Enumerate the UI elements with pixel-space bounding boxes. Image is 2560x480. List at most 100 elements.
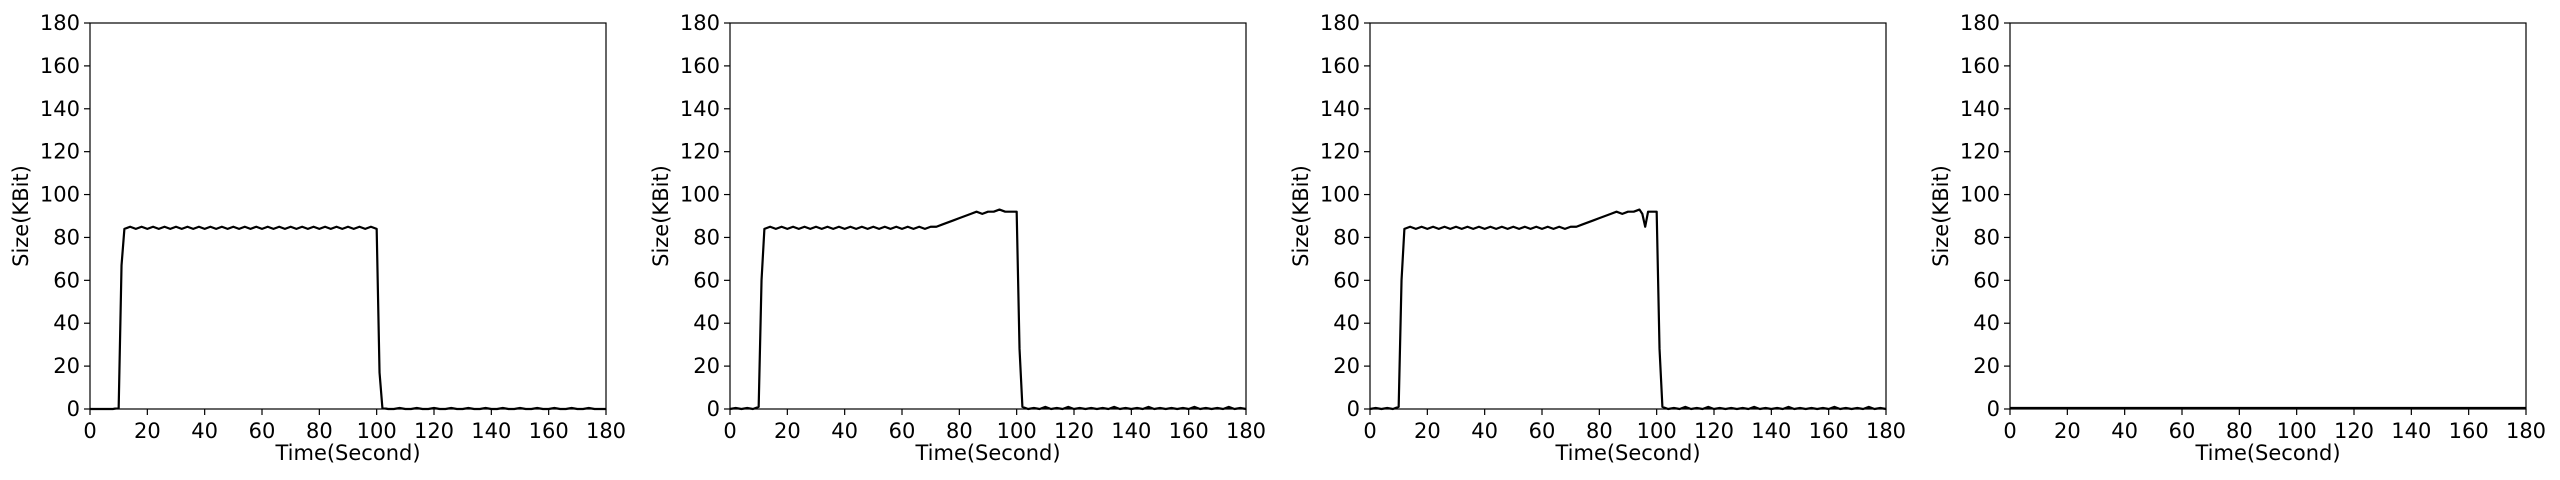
- y-tick-label: 0: [1347, 397, 1360, 421]
- x-tick-label: 100: [357, 419, 397, 443]
- y-axis-label: Size(KBit): [9, 165, 33, 267]
- x-tick-label: 140: [1111, 419, 1151, 443]
- y-tick-label: 20: [1333, 354, 1360, 378]
- x-tick-label: 160: [2449, 419, 2489, 443]
- x-tick-label: 160: [529, 419, 569, 443]
- y-tick-label: 40: [1333, 311, 1360, 335]
- y-tick-label: 0: [707, 397, 720, 421]
- y-tick-label: 80: [1973, 225, 2000, 249]
- y-tick-label: 40: [53, 311, 80, 335]
- y-tick-label: 140: [1960, 97, 2000, 121]
- x-tick-label: 20: [134, 419, 161, 443]
- x-tick-label: 100: [997, 419, 1037, 443]
- x-tick-label: 60: [2169, 419, 2196, 443]
- x-axis-label: Time(Second): [914, 441, 1060, 465]
- y-tick-label: 160: [40, 54, 80, 78]
- x-tick-label: 180: [586, 419, 626, 443]
- y-tick-label: 120: [40, 140, 80, 164]
- series-line-1: [729, 208, 1247, 411]
- x-axis-label: Time(Second): [274, 441, 420, 465]
- x-tick-label: 20: [2054, 419, 2081, 443]
- y-tick-label: 120: [1320, 140, 1360, 164]
- y-axis-label: Size(KBit): [1929, 165, 1953, 267]
- chart-panel-2: 0 20 40 60 80 100 120 140 160 180 0 20 40 60 80 100 120 1…: [649, 11, 1266, 465]
- y-tick-label: 20: [1973, 354, 2000, 378]
- y-tick-label: 100: [1960, 183, 2000, 207]
- x-tick-label: 100: [1637, 419, 1677, 443]
- y-axis-label: Size(KBit): [1289, 165, 1313, 267]
- y-tick-label: 140: [40, 97, 80, 121]
- y-tick-label: 60: [1333, 268, 1360, 292]
- x-tick-label: 40: [191, 419, 218, 443]
- x-tick-label: 40: [2111, 419, 2138, 443]
- x-tick-label: 0: [2003, 419, 2016, 443]
- chart-panel-4: 0 20 40 60 80 100 120 140 160 180 0 20 40 60 80 100 120 1…: [1929, 11, 2546, 465]
- y-tick-label: 180: [1320, 11, 1360, 35]
- y-tick-label: 20: [693, 354, 720, 378]
- x-tick-label: 60: [249, 419, 276, 443]
- y-tick-label: 20: [53, 354, 80, 378]
- x-tick-label: 120: [2334, 419, 2374, 443]
- x-tick-label: 20: [774, 419, 801, 443]
- x-tick-label: 140: [471, 419, 511, 443]
- x-tick-label: 80: [946, 419, 973, 443]
- y-axis-label: Size(KBit): [649, 165, 673, 267]
- chart-panel-1: 0 20 40 60 80 100 120 140 160 180 0 20 40 60 80 100 120 1…: [9, 11, 626, 465]
- x-tick-label: 120: [414, 419, 454, 443]
- y-tick-label: 140: [1320, 97, 1360, 121]
- x-tick-label: 120: [1054, 419, 1094, 443]
- plot-frame: [729, 22, 1247, 410]
- y-tick-label: 100: [1320, 183, 1360, 207]
- y-tick-label: 100: [680, 183, 720, 207]
- x-tick-label: 140: [2391, 419, 2431, 443]
- x-tick-label: 40: [1471, 419, 1498, 443]
- plot-frame: [1369, 22, 1887, 410]
- y-tick-label: 60: [1973, 268, 2000, 292]
- x-tick-label: 80: [306, 419, 333, 443]
- x-tick-label: 100: [2277, 419, 2317, 443]
- y-tick-label: 0: [1987, 397, 2000, 421]
- y-tick-label: 40: [1973, 311, 2000, 335]
- x-axis-label: Time(Second): [1554, 441, 1700, 465]
- x-tick-label: 0: [83, 419, 96, 443]
- x-tick-label: 160: [1169, 419, 1209, 443]
- x-tick-label: 0: [1363, 419, 1376, 443]
- y-tick-label: 0: [67, 397, 80, 421]
- y-tick-label: 160: [1960, 54, 2000, 78]
- series-line-1: [1369, 208, 1887, 411]
- plot-frame: [89, 22, 607, 410]
- x-tick-label: 160: [1809, 419, 1849, 443]
- x-tick-label: 0: [723, 419, 736, 443]
- x-tick-label: 120: [1694, 419, 1734, 443]
- chart-panel-3: 0 20 40 60 80 100 120 140 160 180 0 20 40 60 80 100 120 1…: [1289, 11, 1906, 465]
- y-tick-label: 160: [1320, 54, 1360, 78]
- x-tick-label: 60: [1529, 419, 1556, 443]
- y-tick-label: 80: [1333, 225, 1360, 249]
- x-tick-label: 140: [1751, 419, 1791, 443]
- x-tick-label: 180: [1226, 419, 1266, 443]
- plot-frame: [2009, 22, 2527, 410]
- y-tick-label: 140: [680, 97, 720, 121]
- x-tick-label: 60: [889, 419, 916, 443]
- y-tick-label: 80: [53, 225, 80, 249]
- x-axis-label: Time(Second): [2194, 441, 2340, 465]
- x-tick-label: 20: [1414, 419, 1441, 443]
- y-tick-label: 120: [1960, 140, 2000, 164]
- x-tick-label: 80: [2226, 419, 2253, 443]
- x-tick-label: 80: [1586, 419, 1613, 443]
- x-tick-label: 180: [1866, 419, 1906, 443]
- y-tick-label: 160: [680, 54, 720, 78]
- x-tick-label: 40: [831, 419, 858, 443]
- y-tick-label: 180: [40, 11, 80, 35]
- y-tick-label: 60: [693, 268, 720, 292]
- y-tick-label: 120: [680, 140, 720, 164]
- y-tick-label: 100: [40, 183, 80, 207]
- y-tick-label: 80: [693, 225, 720, 249]
- y-tick-label: 180: [680, 11, 720, 35]
- y-tick-label: 60: [53, 268, 80, 292]
- y-tick-label: 180: [1960, 11, 2000, 35]
- x-tick-label: 180: [2506, 419, 2546, 443]
- y-tick-label: 40: [693, 311, 720, 335]
